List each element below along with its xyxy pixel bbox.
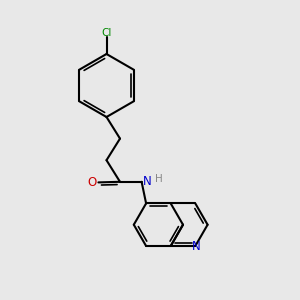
Text: Cl: Cl [101,28,112,38]
Text: O: O [87,176,96,189]
Text: N: N [191,240,200,253]
Text: H: H [155,174,163,184]
Text: N: N [142,175,152,188]
